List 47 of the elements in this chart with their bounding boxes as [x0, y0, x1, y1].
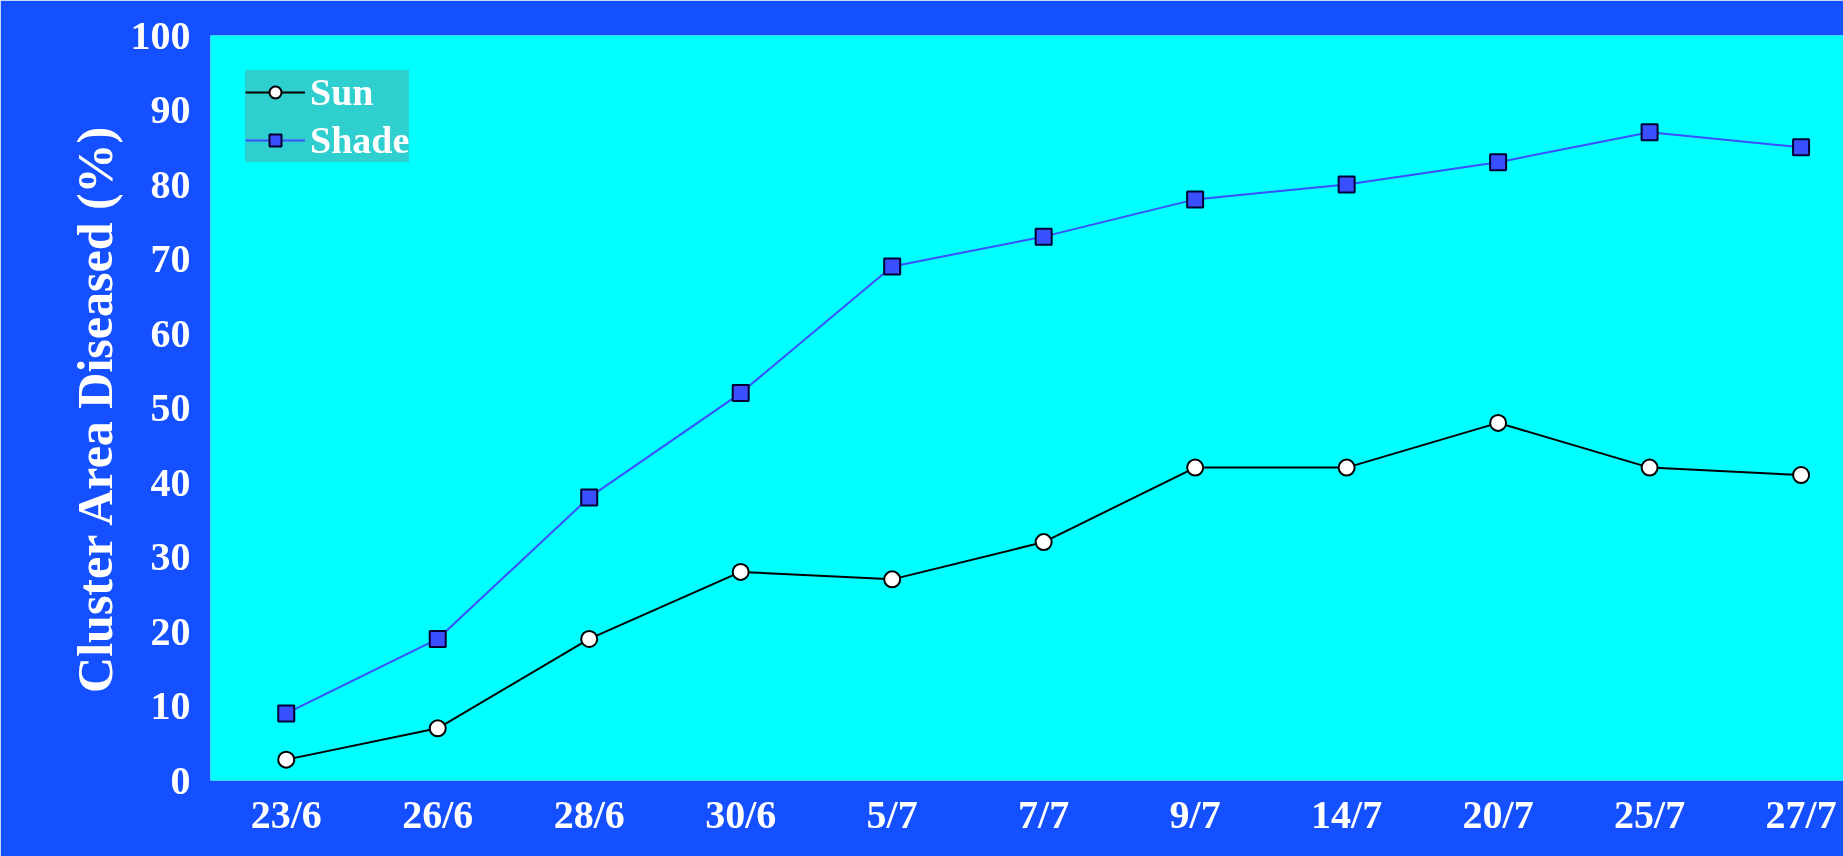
point [580, 629, 599, 648]
point [1337, 458, 1356, 477]
y-tick-label: 30 [150, 534, 191, 579]
point [1186, 190, 1205, 209]
y-tick-label: 100 [130, 12, 191, 58]
x-tick-label: 23/6 [250, 791, 322, 837]
point [1792, 466, 1811, 485]
y-tick-label: 80 [150, 161, 191, 207]
point [1337, 175, 1356, 194]
y-tick-label: 0 [170, 757, 191, 803]
point [580, 488, 599, 507]
y-tick-label: 10 [150, 683, 191, 728]
x-tick-label: 9/7 [1169, 791, 1221, 837]
x-tick-label: 7/7 [1018, 791, 1070, 837]
point [277, 704, 296, 723]
legend-label: Shade [310, 118, 410, 162]
y-axis-title: Cluster Area Diseased (%) [66, 126, 123, 693]
y-tick-label: 20 [150, 608, 191, 654]
point [1640, 458, 1659, 477]
point [731, 384, 750, 403]
point [883, 257, 902, 276]
x-tick-label: 27/7 [1765, 791, 1837, 837]
point [1792, 138, 1811, 157]
point [1034, 227, 1053, 246]
y-tick-label: 60 [150, 310, 191, 356]
point [883, 570, 902, 589]
point [1489, 413, 1508, 432]
y-tick-label: 50 [150, 385, 191, 430]
legend-label: Sun [310, 70, 374, 114]
x-tick-label: 25/7 [1614, 791, 1686, 837]
point [1640, 123, 1659, 142]
point [277, 750, 296, 769]
y-tick-label: 70 [150, 236, 191, 281]
point [731, 562, 750, 581]
x-tick-label: 5/7 [866, 791, 918, 837]
point [428, 719, 447, 738]
point [1034, 533, 1053, 552]
x-tick-label: 14/7 [1311, 791, 1383, 837]
y-tick-label: 40 [150, 459, 191, 505]
x-tick-label: 20/7 [1462, 791, 1534, 837]
x-tick-label: 28/6 [553, 791, 625, 837]
x-tick-label: 30/6 [705, 791, 777, 837]
y-tick-label: 90 [150, 87, 191, 132]
point [428, 629, 447, 648]
point [1489, 153, 1508, 172]
x-tick-label: 26/6 [402, 791, 474, 837]
point [1186, 458, 1205, 477]
